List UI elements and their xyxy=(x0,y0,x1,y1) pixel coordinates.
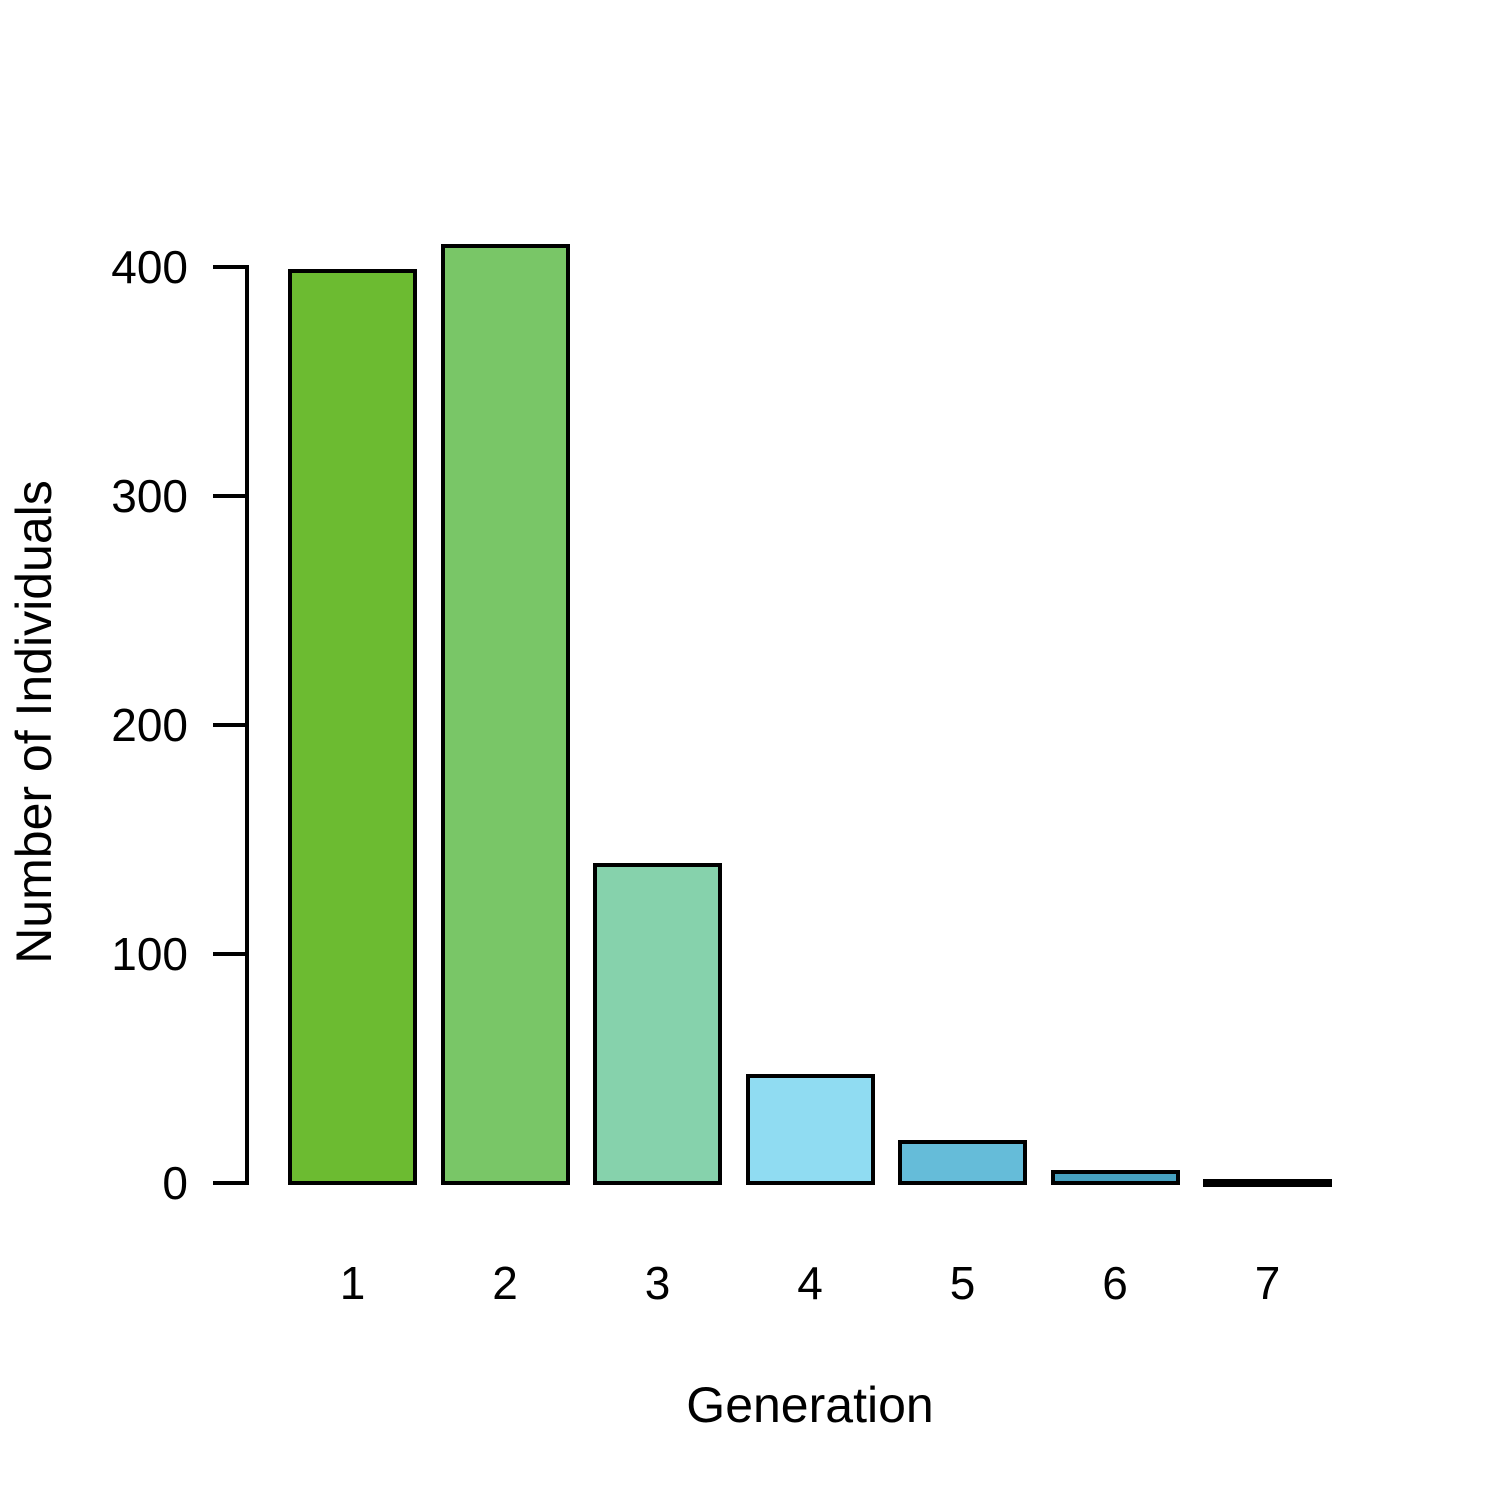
y-axis-line xyxy=(245,264,249,1186)
x-tick-label: 4 xyxy=(797,1257,823,1309)
x-tick-label: 7 xyxy=(1254,1257,1281,1309)
y-tick-mark xyxy=(213,952,247,957)
y-tick-label: 100 xyxy=(111,928,188,981)
y-tick-mark xyxy=(213,722,247,727)
y-tick-mark xyxy=(213,1181,247,1186)
x-axis-title: Generation xyxy=(686,1377,934,1433)
y-tick-mark xyxy=(213,493,247,498)
bar xyxy=(288,269,417,1186)
bar xyxy=(440,244,570,1186)
y-tick-mark xyxy=(213,264,247,269)
bar xyxy=(745,1073,875,1186)
y-tick-label: 200 xyxy=(111,698,188,751)
bar xyxy=(1203,1179,1332,1187)
x-tick-label: 1 xyxy=(339,1257,366,1309)
y-tick-label: 400 xyxy=(111,240,188,293)
x-tick-label: 3 xyxy=(644,1257,671,1309)
x-tick-label: 2 xyxy=(492,1257,518,1309)
x-tick-label: 5 xyxy=(949,1257,976,1309)
y-tick-label: 300 xyxy=(111,469,188,522)
y-tick-label: 0 xyxy=(162,1157,188,1210)
bar xyxy=(593,862,722,1186)
x-tick-label: 6 xyxy=(1102,1257,1128,1309)
bar xyxy=(1050,1169,1180,1186)
bar xyxy=(898,1140,1027,1186)
